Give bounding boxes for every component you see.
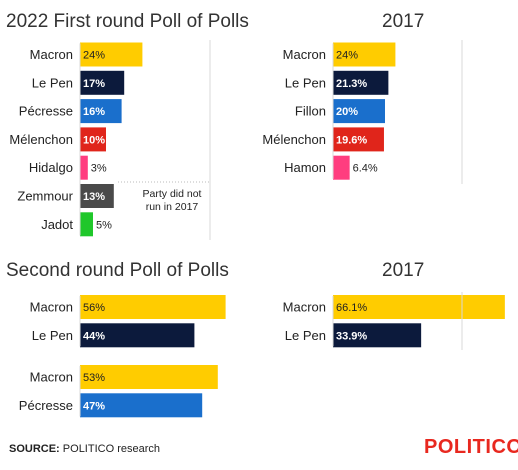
first-round-2022-macron-value-label: 24% [83,50,105,62]
second-round-macron-pecresse-pecresse-bar [80,393,203,418]
party-annotation: Party did not run in 2017 [143,188,202,213]
first-round-2017-le-pen-bar [333,70,389,95]
second-round-2017-le-pen-bar [333,323,422,348]
first-round-2022-melenchon-label: Mélenchon [9,132,73,147]
first-round-2022-melenchon-bar [80,127,106,152]
second-round-macron-le-pen-le-pen-value-label: 44% [83,330,105,342]
source-label: SOURCE: [9,443,60,455]
party-annotation-line: run in 2017 [146,201,199,213]
second-round-2017-le-pen-label: Le Pen [285,328,326,343]
first-round-2022-macron-label: Macron [30,47,73,62]
second-round-macron-pecresse-pecresse-label: Pécresse [19,398,73,413]
first-round-2017-melenchon-bar [333,127,384,152]
first-round-title: 2022 First round Poll of Polls [6,11,249,32]
source-text: POLITICO research [62,443,160,455]
first-round-2022-le-pen-value-label: 17% [83,78,105,90]
first-round-2022-jadot-label: Jadot [41,217,73,232]
first-round-2017-macron-label: Macron [283,47,326,62]
second-round-macron-le-pen-macron-value-label: 56% [83,302,105,314]
first-round-2022-le-pen-bar [80,70,125,95]
source-note: SOURCE: POLITICO research [9,443,160,455]
first-round-2017-hamon-bar [333,155,350,180]
first-round-2022-macron-bar [80,42,143,67]
second-round-macron-pecresse-macron-value-label: 53% [83,372,105,384]
first-round-2017-melenchon-value-label: 19.6% [336,134,367,146]
second-round-macron-le-pen-macron-label: Macron [30,300,73,315]
first-round-2022-jadot-bar [80,212,93,237]
first-round-2017-fillon-label: Fillon [295,104,326,119]
first-round-2022-hidalgo-label: Hidalgo [29,160,73,175]
first-round-2022-melenchon-value-label: 10% [83,134,105,146]
first-round-2017-macron-bar [333,42,396,67]
first-round-2017-le-pen-value-label: 21.3% [336,78,367,90]
first-round-2022-zemmour-value-label: 13% [83,191,105,203]
first-round-2017-melenchon-label: Mélenchon [262,132,326,147]
second-round-macron-le-pen-le-pen-label: Le Pen [32,328,73,343]
party-annotation-line: Party did not [143,188,202,200]
second-round-macron-le-pen-le-pen-bar [80,323,195,348]
first-round-2022-le-pen-label: Le Pen [32,75,73,90]
second-round-2017-macron-label: Macron [283,300,326,315]
first-round-2022-pecresse-label: Pécresse [19,104,73,119]
first-round-2017-macron-value-label: 24% [336,50,358,62]
first-round-2017-title: 2017 [382,11,424,32]
second-round-macron-pecresse-macron-label: Macron [30,370,73,385]
second-round-2017-macron-value-label: 66.1% [336,302,367,314]
first-round-2022-pecresse-bar [80,99,122,124]
first-round-2022-zemmour-label: Zemmour [17,189,73,204]
first-round-2022-pecresse-value-label: 16% [83,106,105,118]
second-round-macron-pecresse-macron-bar [80,365,218,389]
first-round-2017-fillon-bar [333,99,385,124]
second-round-macron-le-pen-macron-bar [80,295,226,319]
second-round-macron-pecresse-pecresse-value-label: 47% [83,400,105,412]
second-round-2017-le-pen-value-label: 33.9% [336,330,367,342]
first-round-2022-hidalgo-value-label: 3% [91,163,107,175]
second-round-2017-title: 2017 [382,260,424,281]
second-round-2017-macron-bar [333,295,505,319]
politico-logo: POLITICO [424,436,518,458]
first-round-2017-hamon-value-label: 6.4% [353,163,378,175]
first-round-2022-zemmour-bar [80,184,114,208]
first-round-2017-le-pen-label: Le Pen [285,75,326,90]
first-round-2022-jadot-value-label: 5% [96,219,112,231]
first-round-2017-hamon-label: Hamon [284,160,326,175]
first-round-2017-fillon-value-label: 20% [336,106,358,118]
first-round-2022-hidalgo-bar [80,155,88,180]
second-round-title: Second round Poll of Polls [6,260,229,281]
